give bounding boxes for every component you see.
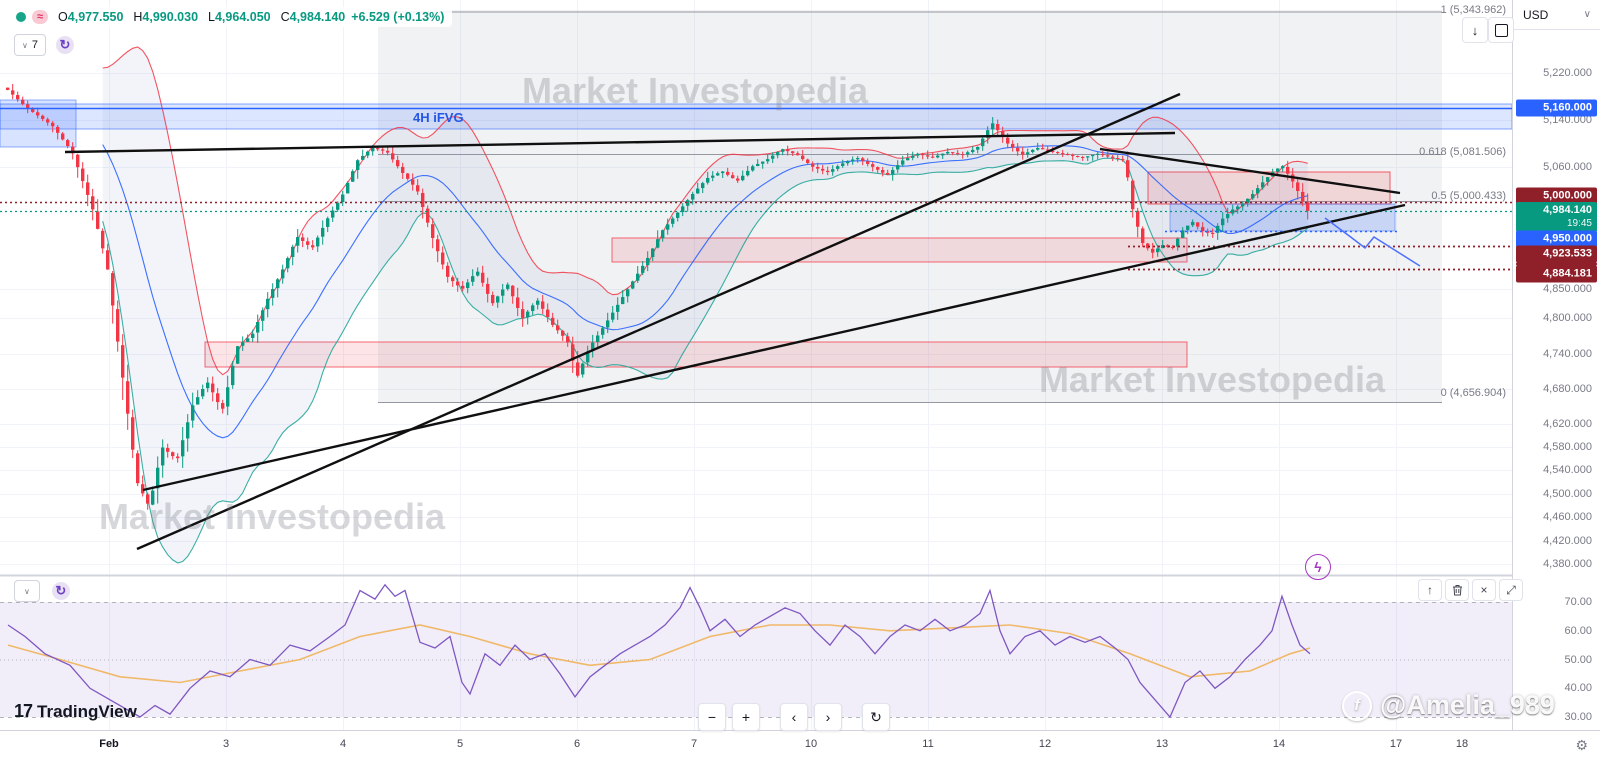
download-icon: ↓ [1471,22,1479,38]
pane-maximize-button[interactable]: ⤢ [1499,579,1523,601]
occluded-price-badge [1516,262,1597,266]
price-axis-label: 4,740.000 [1543,348,1592,360]
time-axis-label: 3 [222,738,230,750]
zoom-out-button[interactable]: − [698,703,726,731]
rsi-axis-label: 60.00 [1564,625,1592,637]
fib-level-label: 0.618 (5,081.506) [1419,146,1506,158]
pane-delete-button[interactable] [1445,579,1469,601]
price-axis-label: 4,680.000 [1543,383,1592,395]
close-label: C [280,10,290,24]
fib-level-label: 1 (5,343.962) [1440,4,1506,16]
time-axis-label: 6 [573,738,581,750]
time-axis-label: Feb [99,738,119,750]
fib-level-label: 0.5 (5,000.433) [1431,190,1506,202]
trash-icon [1452,585,1462,596]
currency-label: USD [1523,7,1549,22]
fullscreen-icon [1494,23,1508,37]
wave-indicator-icon: ≈ [32,10,49,24]
rsi-sync-icon[interactable]: ↻ [51,582,70,600]
reset-view-button[interactable]: ↻ [862,703,890,731]
time-axis-label: 18 [1455,738,1469,750]
price-axis-label: 4,380.000 [1543,558,1592,570]
change-value: +6.529 (+0.13%) [351,10,445,24]
time-axis-label: 5 [456,738,464,750]
time-axis-label: 13 [1155,738,1169,750]
price-badge: 5,160.000 [1516,99,1597,117]
series-dot-icon [16,12,26,22]
time-axis-label: 12 [1038,738,1052,750]
open-value: 4,977.550 [67,10,124,24]
download-button[interactable]: ↓ [1462,17,1488,43]
price-axis-label: 4,850.000 [1543,283,1592,295]
time-axis-label: 11 [922,738,934,750]
price-axis-label: 4,540.000 [1543,464,1592,476]
time-axis-label: 10 [804,738,818,750]
price-axis-label: 4,800.000 [1543,312,1592,324]
ifvg-zone-label: 4H iFVG [413,110,464,125]
pane-move-up-button[interactable]: ↑ [1418,579,1442,601]
time-axis-label: 4 [339,738,347,750]
price-axis-label: 4,460.000 [1543,511,1592,523]
zoom-in-button[interactable]: + [732,703,760,731]
interval-value: 7 [31,39,38,51]
interval-selector-button[interactable]: ∨ 7 [14,34,46,56]
low-label: L [208,10,215,24]
rsi-axis-label: 50.00 [1564,654,1592,666]
low-value: 4,964.050 [214,10,271,24]
chevron-down-icon: ∨ [24,586,30,596]
screenshot-button[interactable] [1488,17,1514,43]
price-axis-label: 4,620.000 [1543,418,1592,430]
high-value: 4,990.030 [142,10,199,24]
fib-level-label: 0 (4,656.904) [1440,387,1506,399]
high-label: H [133,10,143,24]
time-axis-label: 17 [1389,738,1403,750]
time-axis[interactable]: Feb 3 4 5 6 7 10 11 12 13 14 17 18 ⚙ [0,730,1600,770]
tradingview-logo-text: TradingView [37,701,137,721]
close-value: 4,984.140 [289,10,346,24]
price-axis-label: 5,140.000 [1543,114,1592,126]
tradingview-logo[interactable]: 17 TradingView [14,701,137,722]
rsi-collapse-button[interactable]: ∨ [14,580,40,602]
price-axis-label: 5,060.000 [1543,161,1592,173]
sync-drawing-icon[interactable]: ↻ [55,36,74,54]
price-axis-label: 5,220.000 [1543,67,1592,79]
tradingview-logo-icon: 17 [14,701,33,721]
pane-close-button[interactable]: × [1472,579,1496,601]
scroll-right-button[interactable]: › [814,703,842,731]
open-label: O [58,10,68,24]
symbol-legend[interactable]: ≈ O4,977.550 H4,990.030 L4,964.050 C4,98… [8,7,453,27]
chart-canvas[interactable] [0,0,1512,730]
price-axis[interactable]: USD ∨ 5,220.000 5,140.000 5,060.000 4,850.0… [1512,0,1600,730]
price-badge: 4,984.140 19:45 [1516,202,1597,232]
rsi-axis-label: 40.00 [1564,682,1592,694]
price-badge: 4,923.533 [1516,245,1597,263]
chevron-down-icon: ∨ [1583,9,1591,20]
price-axis-label: 4,580.000 [1543,441,1592,453]
time-axis-label: 14 [1272,738,1286,750]
chevron-down-icon: ∨ [22,40,28,50]
time-axis-label: 7 [690,738,698,750]
price-badge: 4,884.181 [1516,265,1597,283]
rsi-axis-label: 30.00 [1564,711,1592,723]
price-badge: 5,000.000 [1516,187,1597,205]
axis-settings-gear-icon[interactable]: ⚙ [1575,737,1588,753]
rsi-axis-label: 70.00 [1564,596,1592,608]
price-axis-label: 4,420.000 [1543,535,1592,547]
lightning-marker-icon[interactable]: ϟ [1305,554,1331,580]
price-badge: 4,950.000 [1516,230,1597,248]
price-axis-label: 4,500.000 [1543,488,1592,500]
scroll-left-button[interactable]: ‹ [780,703,808,731]
currency-selector[interactable]: USD ∨ [1513,0,1600,30]
